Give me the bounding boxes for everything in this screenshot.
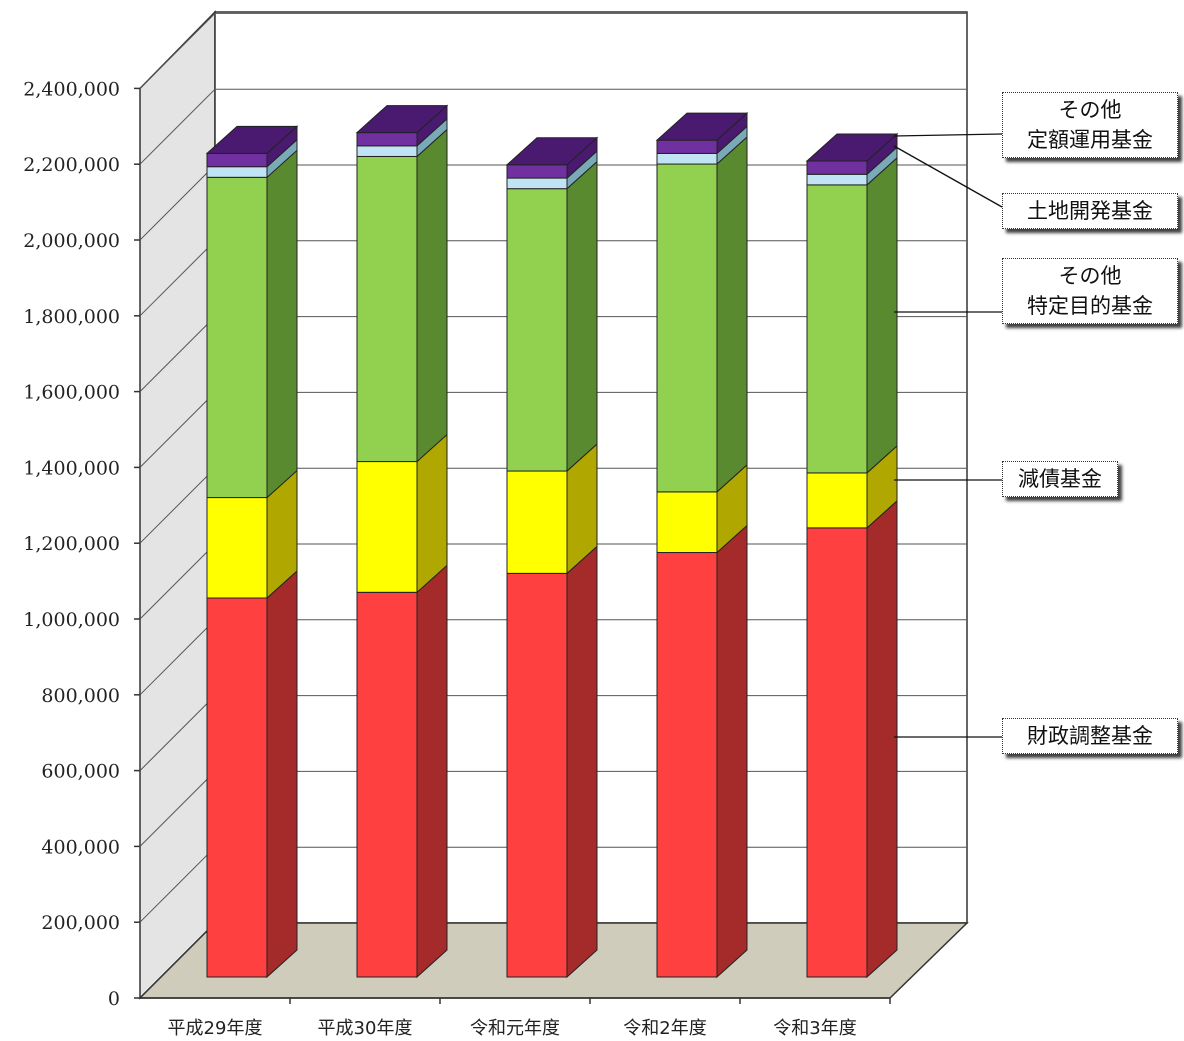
bar-segment-side (866, 499, 898, 979)
y-tick-label: 1,400,000 (23, 457, 120, 479)
legend-label: 財政調整基金 (1027, 724, 1153, 748)
bar-stack (205, 125, 299, 979)
bar-stack (805, 132, 899, 979)
gridline-diagonal (139, 543, 216, 620)
y-tick-label: 2,000,000 (23, 230, 120, 252)
y-tick-label: 2,200,000 (23, 154, 120, 176)
bar-segment-side (866, 156, 898, 475)
x-category-label: 令和3年度 (773, 1018, 856, 1039)
legend-land-fund: 土地開発基金 (1002, 193, 1178, 229)
gridline-diagonal (139, 467, 216, 544)
bar-segment (656, 491, 718, 554)
x-category-label: 平成29年度 (168, 1018, 263, 1039)
legend-leader-line (893, 145, 1003, 208)
gridline-diagonal (139, 619, 216, 696)
y-tick-label: 1,800,000 (23, 306, 120, 328)
legend-other-fixed-fund: その他 定額運用基金 (1002, 92, 1178, 158)
bar-segment (656, 552, 718, 978)
bar-segment (206, 166, 268, 178)
gridline-diagonal (139, 240, 216, 317)
y-tick-label: 1,000,000 (23, 609, 120, 631)
bar-segment (206, 597, 268, 978)
bars (205, 104, 899, 979)
legend-label: 土地開発基金 (1027, 199, 1153, 223)
y-tick-label: 0 (108, 988, 120, 1010)
bar-stack (505, 136, 599, 979)
bar-segment-side (416, 433, 448, 594)
bar-segment (356, 132, 418, 147)
legend-other-specific-fund: その他 特定目的基金 (1002, 258, 1178, 324)
bar-segment (506, 572, 568, 978)
bar-segment (806, 173, 868, 186)
legend-label: 減債基金 (1018, 467, 1102, 491)
bar-top (505, 137, 599, 166)
legend-fiscal-adjustment-fund: 財政調整基金 (1002, 718, 1178, 754)
y-tick-label: 400,000 (41, 836, 120, 858)
x-axis-categories: 平成29年度 平成30年度 令和元年度 令和2年度 令和3年度 (168, 998, 891, 1039)
y-tick-label: 1,200,000 (23, 533, 120, 555)
bar-segment-side (716, 524, 748, 979)
bar-segment (806, 160, 868, 175)
bar-segment-side (416, 128, 448, 463)
bar-segment (206, 497, 268, 599)
bar-segment (506, 177, 568, 190)
legend-label: 定額運用基金 (1027, 128, 1153, 152)
bar-segment (656, 139, 718, 154)
bar-segment (506, 164, 568, 179)
bar-segment (206, 176, 268, 499)
legend-leader-lines (893, 133, 1003, 738)
bar-segment (806, 527, 868, 978)
bar-segment-side (266, 569, 298, 979)
bar-segment (356, 461, 418, 593)
bar-segment (806, 472, 868, 529)
y-tick-label: 200,000 (41, 912, 120, 934)
bar-segment (206, 152, 268, 168)
gridline-diagonal (139, 392, 216, 468)
y-tick-label: 600,000 (41, 761, 120, 783)
x-category-label: 令和2年度 (623, 1018, 706, 1039)
bar-segment (656, 152, 718, 165)
y-tick-label: 800,000 (41, 685, 120, 707)
gridline-diagonal (139, 88, 216, 165)
bar-segment (656, 163, 718, 493)
y-axis-ticks: 0 200,000 400,000 600,000 800,000 1,000,000 1,… (23, 78, 890, 1010)
bar-top (205, 125, 299, 154)
bar-segment (356, 155, 418, 463)
y-tick-label: 2,400,000 (23, 78, 120, 100)
bar-segment (356, 591, 418, 978)
bar-segment (356, 145, 418, 157)
bar-segment-side (716, 135, 748, 494)
gridline-diagonal (139, 316, 216, 392)
gridline-diagonal (139, 695, 216, 771)
bar-segment-side (566, 160, 598, 473)
bar-segment-side (266, 149, 298, 499)
bar-top (805, 133, 899, 162)
legend-label: その他 (1058, 98, 1122, 122)
gridline-diagonal (139, 13, 216, 89)
bar-segment-side (566, 545, 598, 979)
y-tick-label: 1,600,000 (23, 382, 120, 404)
gridline-diagonal (139, 164, 216, 241)
bar-segment (806, 184, 868, 474)
gridline-diagonal (139, 846, 216, 923)
bar-segment-side (416, 564, 448, 979)
legend-label: その他 (1058, 264, 1122, 288)
bar-top (655, 112, 749, 141)
x-category-label: 令和元年度 (470, 1018, 560, 1039)
legend-leader-line (893, 133, 1003, 137)
legend-debt-fund: 減債基金 (1002, 461, 1118, 497)
legend-label: 特定目的基金 (1027, 294, 1153, 318)
x-category-label: 平成30年度 (318, 1018, 413, 1039)
bar-stack (655, 112, 749, 979)
gridline-diagonal (139, 771, 216, 847)
bar-stack (355, 104, 449, 979)
bar-top (355, 105, 449, 134)
bar-segment (506, 188, 568, 472)
bar-segment (506, 470, 568, 574)
